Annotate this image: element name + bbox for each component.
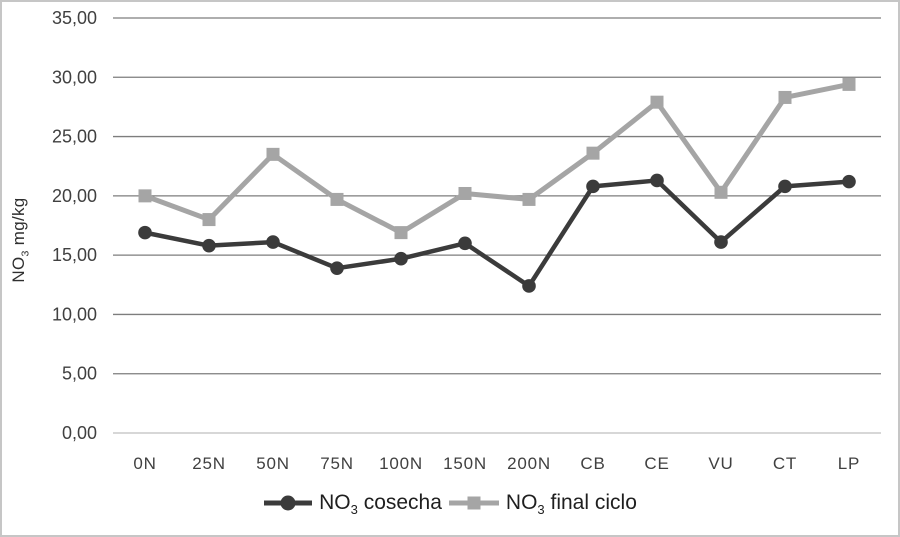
x-tick-label: CT — [773, 454, 797, 473]
x-tick-label: 50N — [256, 454, 290, 473]
legend-entry-final-ciclo: NO3 final ciclo — [448, 491, 637, 518]
y-tick-label: 15,00 — [52, 245, 97, 265]
data-point-marker — [714, 185, 728, 199]
legend-sample-circle — [280, 495, 296, 511]
data-point-marker — [650, 173, 664, 188]
legend-label-subscript: 3 — [350, 502, 358, 518]
data-point-marker — [394, 226, 408, 240]
data-point-marker — [586, 179, 600, 194]
legend-marker-square-icon — [448, 496, 499, 510]
legend-label-final-ciclo: NO3 final ciclo — [505, 491, 637, 518]
data-point-marker — [522, 192, 536, 206]
series-line-final-ciclo — [142, 81, 852, 236]
y-axis-title-subscript: 3 — [19, 250, 32, 257]
data-point-marker — [650, 95, 664, 109]
data-point-marker — [842, 174, 856, 189]
y-tick-label: 25,00 — [52, 127, 97, 147]
legend-sample-square — [467, 496, 481, 510]
y-axis-title-units: mg/kg — [9, 197, 28, 251]
y-axis-title-text: NO — [9, 256, 28, 283]
data-point-marker — [138, 225, 152, 240]
y-tick-label: 35,00 — [52, 8, 97, 28]
data-point-marker — [778, 90, 792, 104]
legend-label-suffix: cosecha — [357, 491, 442, 514]
y-tick-label: 0,00 — [62, 423, 97, 443]
data-point-marker — [202, 238, 216, 253]
x-tick-label: 100N — [379, 454, 423, 473]
x-tick-label: 0N — [133, 454, 156, 473]
legend-entry-cosecha: NO3 cosecha — [263, 491, 442, 518]
x-tick-label: LP — [838, 454, 860, 473]
x-tick-label: 200N — [507, 454, 551, 473]
legend-marker-circle-icon — [264, 495, 313, 511]
data-point-marker — [266, 147, 280, 161]
data-point-marker — [586, 146, 600, 160]
legend-label-text: NO — [505, 491, 538, 514]
data-point-marker — [266, 235, 280, 249]
legend-label-subscript: 3 — [537, 502, 545, 518]
data-point-marker — [522, 279, 536, 293]
legend: NO3 cosecha NO3 final ciclo — [2, 491, 898, 518]
data-point-marker — [394, 251, 408, 266]
x-tick-label: CB — [580, 454, 605, 473]
data-point-marker — [138, 189, 152, 203]
data-point-marker — [714, 235, 728, 249]
data-point-marker — [202, 213, 216, 227]
legend-label-suffix: final ciclo — [544, 491, 637, 514]
x-tick-label: 150N — [443, 454, 487, 473]
legend-label-text: NO — [319, 491, 351, 514]
x-tick-label: 25N — [192, 454, 226, 473]
y-axis-title: NO3 mg/kg — [9, 165, 32, 315]
data-point-marker — [458, 186, 472, 200]
data-point-marker — [330, 192, 344, 206]
data-point-marker — [842, 77, 856, 91]
x-tick-label: 75N — [320, 454, 354, 473]
series-line-cosecha — [142, 178, 852, 289]
data-point-marker — [778, 179, 792, 194]
y-tick-label: 10,00 — [52, 304, 97, 324]
y-tick-label: 5,00 — [62, 364, 97, 384]
x-tick-label: VU — [708, 454, 733, 473]
data-point-marker — [458, 236, 472, 251]
legend-label-cosecha: NO3 cosecha — [319, 491, 442, 518]
y-tick-label: 20,00 — [52, 186, 97, 206]
data-point-marker — [330, 261, 344, 275]
y-tick-label: 30,00 — [52, 67, 97, 87]
x-tick-label: CE — [644, 454, 669, 473]
